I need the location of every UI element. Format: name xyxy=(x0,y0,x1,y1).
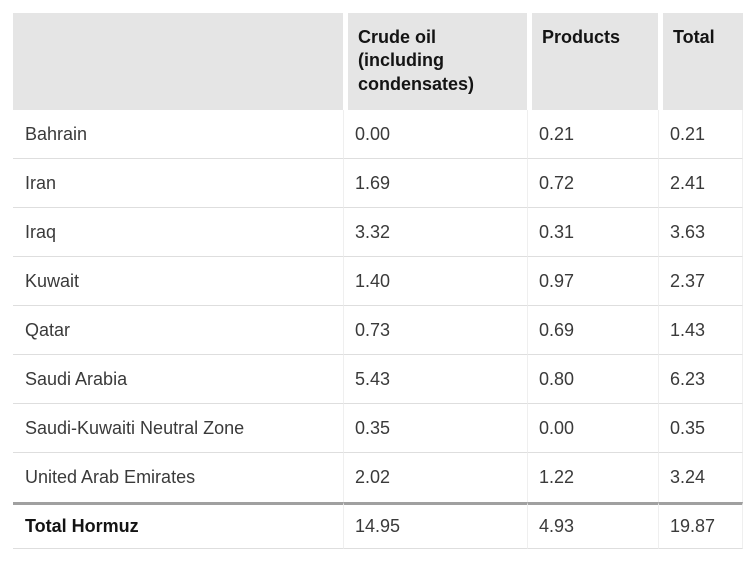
header-row: Crude oil (including condensates) Produc… xyxy=(13,13,743,110)
value-cell: 0.35 xyxy=(658,404,743,453)
value-cell: 0.21 xyxy=(527,110,658,159)
row-label: United Arab Emirates xyxy=(13,453,343,502)
value-cell: 5.43 xyxy=(343,355,527,404)
total-value-cell: 4.93 xyxy=(527,502,658,549)
row-label: Kuwait xyxy=(13,257,343,306)
value-cell: 0.73 xyxy=(343,306,527,355)
row-label: Iran xyxy=(13,159,343,208)
value-cell: 0.72 xyxy=(527,159,658,208)
value-cell: 0.00 xyxy=(527,404,658,453)
column-header-total: Total xyxy=(658,13,743,110)
total-value-cell: 14.95 xyxy=(343,502,527,549)
table-row-bahrain: Bahrain 0.00 0.21 0.21 xyxy=(13,110,743,159)
value-cell: 1.43 xyxy=(658,306,743,355)
table-row-iraq: Iraq 3.32 0.31 3.63 xyxy=(13,208,743,257)
value-cell: 3.24 xyxy=(658,453,743,502)
total-value-cell: 19.87 xyxy=(658,502,743,549)
value-cell: 3.32 xyxy=(343,208,527,257)
table-row-saudi-arabia: Saudi Arabia 5.43 0.80 6.23 xyxy=(13,355,743,404)
value-cell: 3.63 xyxy=(658,208,743,257)
value-cell: 0.35 xyxy=(343,404,527,453)
hormuz-oil-flows-table: Crude oil (including condensates) Produc… xyxy=(13,13,743,549)
column-header-crude-oil: Crude oil (including condensates) xyxy=(343,13,527,110)
row-label: Qatar xyxy=(13,306,343,355)
total-hormuz-row: Total Hormuz 14.95 4.93 19.87 xyxy=(13,502,743,549)
value-cell: 1.40 xyxy=(343,257,527,306)
table-row-united-arab-emirates: United Arab Emirates 2.02 1.22 3.24 xyxy=(13,453,743,502)
value-cell: 1.69 xyxy=(343,159,527,208)
table-row-kuwait: Kuwait 1.40 0.97 2.37 xyxy=(13,257,743,306)
row-label: Saudi Arabia xyxy=(13,355,343,404)
value-cell: 2.37 xyxy=(658,257,743,306)
value-cell: 0.21 xyxy=(658,110,743,159)
value-cell: 0.80 xyxy=(527,355,658,404)
value-cell: 1.22 xyxy=(527,453,658,502)
row-label: Iraq xyxy=(13,208,343,257)
value-cell: 0.31 xyxy=(527,208,658,257)
value-cell: 0.97 xyxy=(527,257,658,306)
value-cell: 2.41 xyxy=(658,159,743,208)
value-cell: 6.23 xyxy=(658,355,743,404)
table-row-saudi-kuwaiti-neutral-zone: Saudi-Kuwaiti Neutral Zone 0.35 0.00 0.3… xyxy=(13,404,743,453)
table-row-iran: Iran 1.69 0.72 2.41 xyxy=(13,159,743,208)
value-cell: 2.02 xyxy=(343,453,527,502)
value-cell: 0.00 xyxy=(343,110,527,159)
total-row-label: Total Hormuz xyxy=(13,502,343,549)
row-label: Saudi-Kuwaiti Neutral Zone xyxy=(13,404,343,453)
row-label: Bahrain xyxy=(13,110,343,159)
value-cell: 0.69 xyxy=(527,306,658,355)
column-header-products: Products xyxy=(527,13,658,110)
table-row-qatar: Qatar 0.73 0.69 1.43 xyxy=(13,306,743,355)
column-header-empty xyxy=(13,13,343,110)
